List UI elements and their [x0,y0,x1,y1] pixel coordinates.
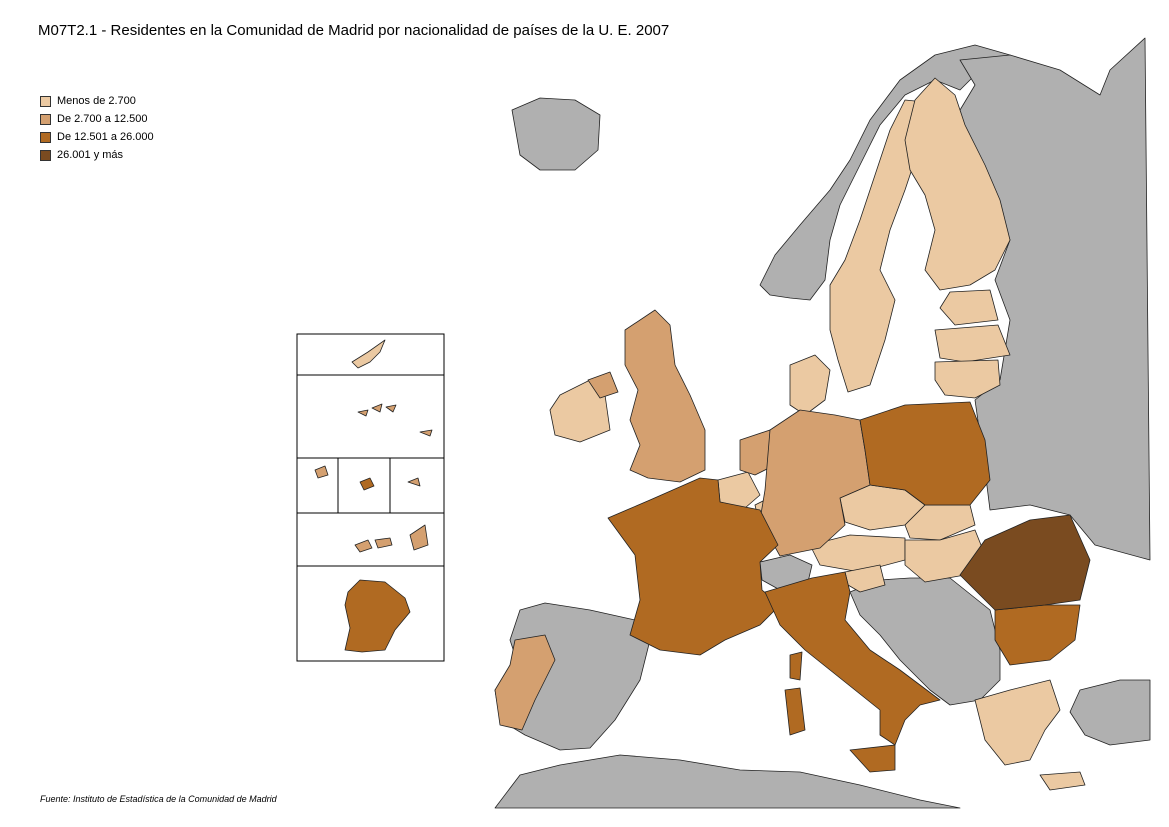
balkans [849,577,1001,706]
latvia [934,324,1011,363]
legend-swatch-3 [40,131,51,143]
legend-label-3: De 12.501 a 26.000 [57,131,154,143]
netherlands [739,429,776,476]
legend-swatch-1 [40,95,51,107]
inset-cyprus [351,339,386,369]
inset-azores-2 [371,403,383,413]
sicily [849,744,896,773]
france [607,477,781,656]
sweden [829,99,926,393]
iceland [511,97,601,171]
eu-class-1 [549,77,1086,791]
inset-panels [296,333,445,662]
eu-class-4 [959,514,1091,611]
legend-label-4: 26.001 y más [57,149,124,161]
legend-label-1: Menos de 2.700 [57,95,136,107]
denmark [789,354,831,416]
inset-azores-1 [357,409,369,417]
legend: Menos de 2.700 De 2.700 a 12.500 De 12.5… [40,92,154,164]
eu-class-2 [494,309,871,731]
inset-canarias [354,524,429,553]
inset-guyane [344,579,411,653]
legend-item-3: De 12.501 a 26.000 [40,128,154,146]
non-eu-land [494,37,1151,809]
estonia [939,289,999,326]
united-kingdom [624,309,706,483]
inset-guadeloupe [407,477,421,487]
legend-item-2: De 2.700 a 12.500 [40,110,154,128]
finland [904,77,1011,291]
inset-reunion [359,477,375,491]
legend-item-1: Menos de 2.700 [40,92,154,110]
north-africa [494,754,961,809]
sardinia [784,687,806,736]
corsica [789,651,803,681]
source-note: Fuente: Instituto de Estadística de la C… [40,794,277,804]
legend-label-2: De 2.700 a 12.500 [57,113,148,125]
poland [859,401,991,506]
legend-swatch-4 [40,149,51,161]
inset-azores-4 [419,429,433,437]
cyprus-east [1039,771,1086,791]
inset-azores-3 [385,404,397,413]
bulgaria [994,604,1081,666]
romania [959,514,1091,611]
map-title: M07T2.1 - Residentes en la Comunidad de … [38,22,670,39]
northern-ireland [587,371,619,399]
germany [759,409,871,557]
legend-swatch-2 [40,113,51,125]
turkey [1069,679,1151,746]
eu-class-3 [607,401,1081,773]
legend-item-4: 26.001 y más [40,146,154,164]
portugal [494,634,556,731]
italy [764,571,941,746]
greece [974,679,1061,766]
lithuania [934,359,1001,399]
inset-madeira [314,465,329,479]
